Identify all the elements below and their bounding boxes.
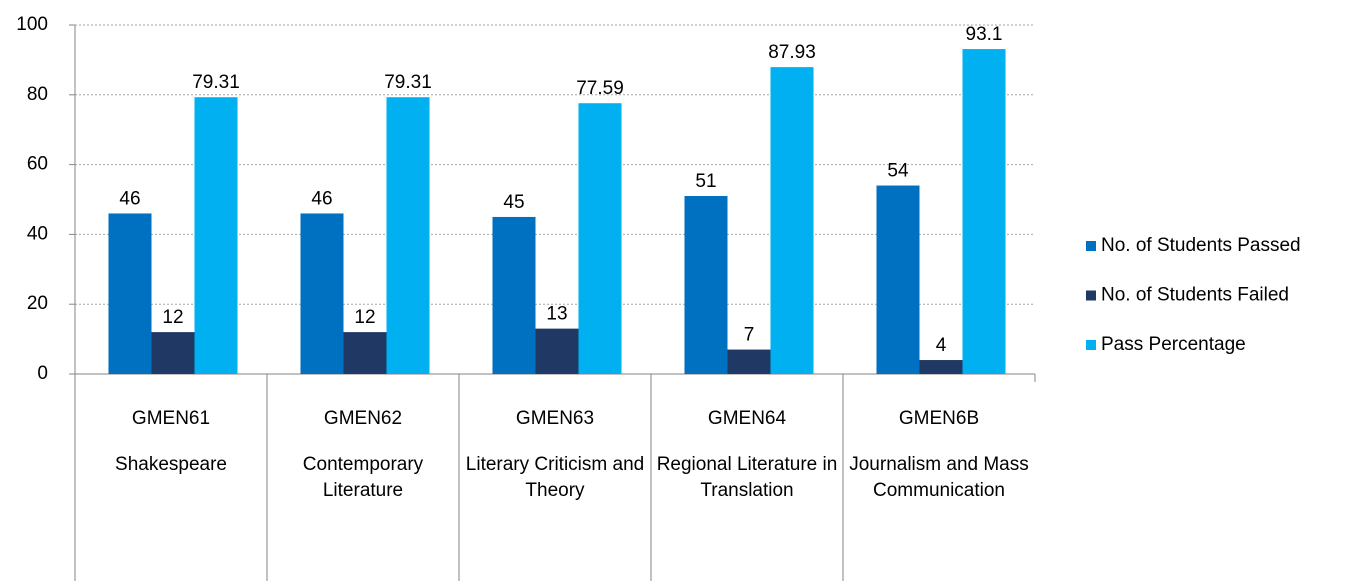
data-label: 46 [311, 188, 332, 209]
bar [684, 196, 728, 374]
legend-swatch [1086, 241, 1096, 251]
category-name: Shakespeare [115, 454, 227, 475]
data-label: 12 [354, 307, 375, 328]
category-name: Contemporary Literature [302, 454, 424, 501]
y-tick-label: 60 [27, 154, 48, 175]
data-label: 79.31 [384, 72, 432, 93]
data-label: 7 [744, 325, 755, 346]
legend-swatch [1086, 290, 1096, 301]
data-label: 51 [695, 171, 716, 192]
bar [962, 49, 1006, 375]
bar [770, 67, 814, 374]
data-label: 46 [119, 188, 140, 209]
data-label: 87.93 [768, 42, 816, 63]
category-name: Regional Literature in Translation [656, 454, 838, 501]
data-label: 79.31 [192, 72, 240, 93]
bar [300, 213, 344, 374]
legend-label: Pass Percentage [1101, 334, 1246, 355]
bar [151, 332, 195, 374]
y-tick-label: 40 [27, 223, 48, 244]
x-tick-label: GMEN64 [707, 408, 787, 429]
y-tick-label: 100 [16, 14, 48, 35]
data-label: 77.59 [576, 78, 624, 99]
bar [578, 103, 622, 374]
bar [535, 328, 579, 374]
bar [492, 216, 536, 374]
x-tick-label: GMEN63 [515, 408, 595, 429]
bar [386, 97, 430, 374]
bar [919, 360, 963, 374]
x-tick-label: GMEN6B [898, 408, 980, 429]
data-label: 45 [503, 192, 524, 213]
category-name: Literary Criticism and Theory [465, 454, 645, 501]
y-tick-label: 0 [37, 363, 48, 384]
category-name: Journalism and Mass Communication [849, 454, 1029, 501]
bar [343, 332, 387, 374]
bar [727, 349, 771, 374]
bar [108, 213, 152, 374]
bar [194, 97, 238, 374]
bar [876, 185, 920, 374]
y-tick-label: 20 [27, 293, 48, 314]
data-label: 13 [546, 304, 567, 325]
x-tick-label: GMEN61 [131, 408, 211, 429]
y-tick-label: 80 [27, 84, 48, 105]
legend-swatch [1086, 340, 1096, 350]
legend-label: No. of Students Passed [1101, 235, 1301, 256]
x-tick-label: GMEN62 [323, 408, 403, 429]
data-label: 93.1 [966, 24, 1003, 45]
legend-label: No. of Students Failed [1101, 285, 1289, 306]
data-label: 12 [162, 307, 183, 328]
data-label: 54 [887, 161, 909, 182]
data-label: 4 [936, 335, 947, 356]
